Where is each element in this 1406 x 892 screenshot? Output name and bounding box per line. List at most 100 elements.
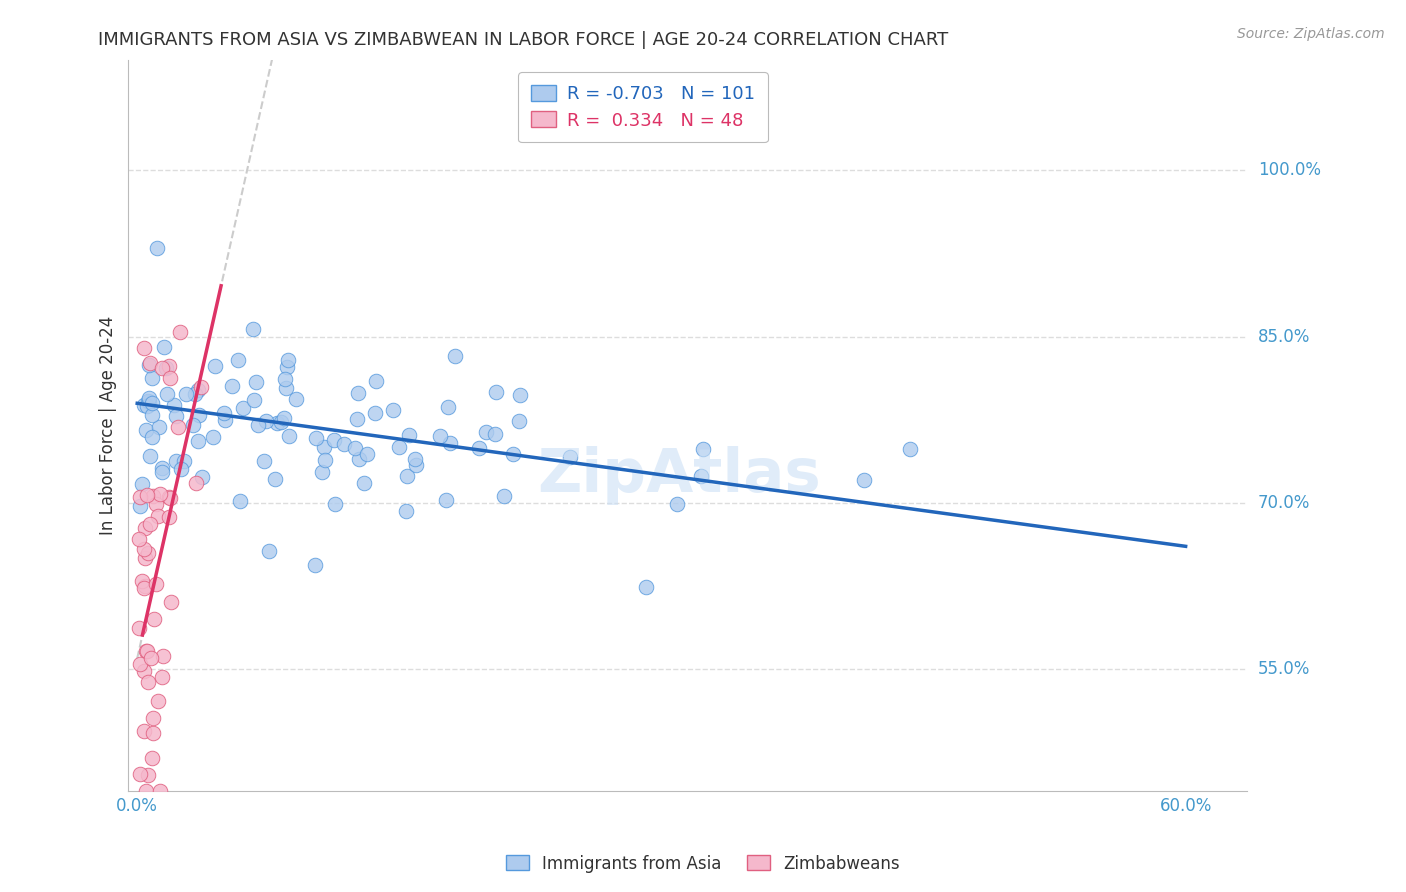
Point [245, 376, 267, 390]
Point [136, 675, 159, 690]
Point [190, 380, 212, 394]
Point [484, 426, 506, 441]
Point [364, 374, 387, 388]
Point [636, 580, 658, 594]
Point [259, 544, 281, 558]
Point [278, 429, 301, 443]
Point [253, 453, 276, 467]
Point [429, 429, 451, 443]
Point [395, 503, 418, 517]
Point [242, 322, 264, 336]
Point [150, 460, 173, 475]
Point [139, 516, 162, 531]
Legend: Immigrants from Asia, Zimbabweans: Immigrants from Asia, Zimbabweans [499, 848, 907, 880]
Point [404, 451, 426, 466]
Point [150, 361, 173, 376]
Point [132, 723, 155, 738]
Point [136, 394, 159, 409]
Point [221, 378, 243, 392]
Point [212, 406, 235, 420]
Text: IMMIGRANTS FROM ASIA VS ZIMBABWEAN IN LABOR FORCE | AGE 20-24 CORRELATION CHART: IMMIGRANTS FROM ASIA VS ZIMBABWEAN IN LA… [98, 31, 949, 49]
Point [437, 401, 460, 415]
Point [141, 370, 163, 384]
Text: ZipAtlas: ZipAtlas [537, 446, 821, 505]
Text: 55.0%: 55.0% [1258, 660, 1310, 679]
Point [243, 392, 266, 407]
Point [202, 430, 225, 444]
Point [141, 711, 163, 725]
Text: 60.0%: 60.0% [1160, 797, 1212, 815]
Point [165, 453, 187, 467]
Point [149, 784, 172, 798]
Point [129, 499, 152, 513]
Point [150, 670, 173, 684]
Point [153, 340, 176, 354]
Point [138, 391, 160, 405]
Point [157, 510, 180, 524]
Point [169, 325, 191, 339]
Point [173, 454, 195, 468]
Point [134, 551, 156, 566]
Point [160, 595, 183, 609]
Point [665, 498, 688, 512]
Point [141, 751, 163, 765]
Point [405, 458, 427, 472]
Point [156, 386, 179, 401]
Text: 100.0%: 100.0% [1258, 161, 1322, 179]
Point [148, 694, 170, 708]
Point [131, 574, 153, 589]
Point [508, 414, 530, 428]
Point [139, 650, 162, 665]
Point [560, 450, 582, 464]
Point [266, 417, 288, 431]
Point [131, 476, 153, 491]
Point [134, 521, 156, 535]
Point [141, 409, 163, 423]
Point [132, 664, 155, 678]
Point [204, 359, 226, 373]
Point [364, 406, 387, 420]
Point [184, 475, 207, 490]
Point [276, 381, 298, 395]
Text: Source: ZipAtlas.com: Source: ZipAtlas.com [1237, 27, 1385, 41]
Point [226, 352, 249, 367]
Point [322, 433, 344, 447]
Point [136, 643, 159, 657]
Legend: R = -0.703   N = 101, R =  0.334   N = 48: R = -0.703 N = 101, R = 0.334 N = 48 [519, 72, 768, 142]
Point [159, 371, 181, 385]
Point [135, 784, 157, 798]
Point [485, 384, 508, 399]
Point [129, 657, 152, 671]
Point [285, 392, 308, 406]
Point [129, 490, 152, 504]
Point [134, 398, 156, 412]
Point [148, 420, 170, 434]
Point [129, 766, 152, 780]
Point [353, 475, 375, 490]
Point [157, 491, 180, 505]
Point [155, 361, 177, 376]
Point [142, 726, 165, 740]
Point [187, 383, 209, 397]
Point [381, 403, 404, 417]
Point [468, 441, 491, 455]
Text: 85.0%: 85.0% [1258, 327, 1310, 346]
Point [188, 408, 211, 422]
Point [149, 487, 172, 501]
Point [305, 432, 328, 446]
Point [184, 387, 207, 401]
Point [146, 241, 169, 255]
Point [134, 341, 156, 355]
Point [273, 411, 295, 425]
Point [690, 468, 713, 483]
Point [304, 558, 326, 572]
Point [314, 453, 336, 467]
Point [276, 360, 298, 375]
Point [163, 398, 186, 412]
Point [434, 492, 457, 507]
Point [396, 469, 419, 483]
Point [135, 488, 157, 502]
Point [509, 388, 531, 402]
Point [136, 399, 159, 413]
Point [191, 470, 214, 484]
